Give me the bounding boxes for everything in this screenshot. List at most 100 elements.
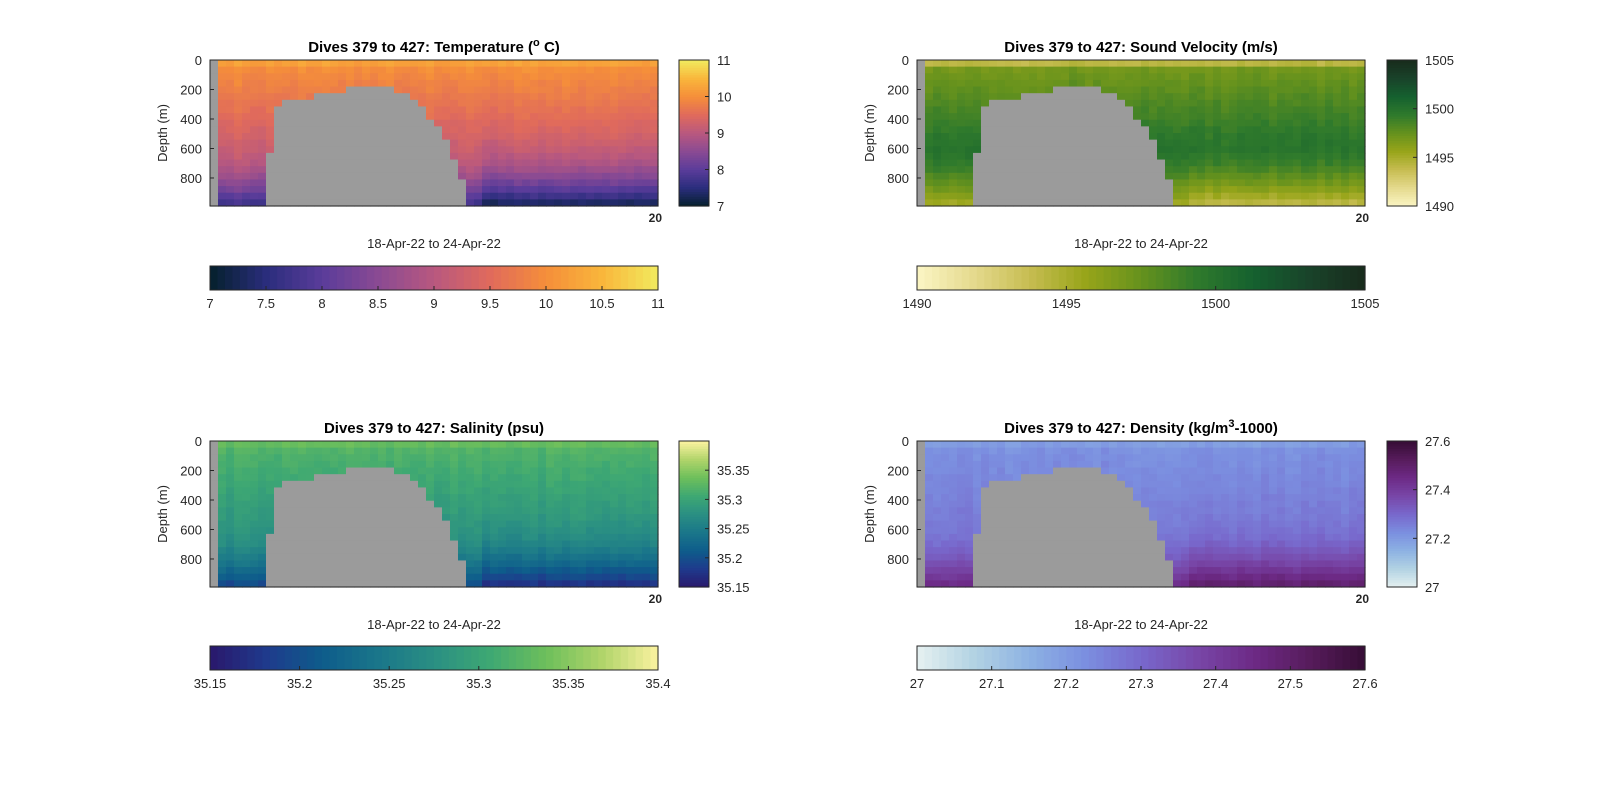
heatmap-cell — [1165, 87, 1174, 94]
heatmap-cell — [1309, 193, 1318, 200]
heatmap-cell — [1021, 521, 1030, 528]
heatmap-cell — [562, 87, 571, 94]
heatmap-cell — [1117, 507, 1126, 514]
heatmap-cell — [965, 179, 974, 186]
heatmap-cell — [274, 80, 283, 87]
heatmap-cell — [1333, 106, 1342, 113]
heatmap-cell — [378, 179, 387, 186]
heatmap-cell — [442, 448, 451, 455]
heatmap-cell — [997, 560, 1006, 567]
heatmap-cell — [1037, 454, 1046, 461]
heatmap-cell — [1093, 474, 1102, 481]
heatmap-cell — [242, 67, 251, 74]
heatmap-cell — [1141, 507, 1150, 514]
heatmap-cell — [546, 574, 555, 581]
heatmap-cell — [322, 527, 331, 534]
heatmap-cell — [1005, 140, 1014, 147]
heatmap-cell — [1013, 87, 1022, 94]
heatmap-cell — [314, 140, 323, 147]
heatmap-cell — [562, 73, 571, 80]
heatmap-cell — [1141, 527, 1150, 534]
heatmap-cell — [1245, 186, 1254, 193]
heatmap-cell — [522, 560, 531, 567]
heatmap-cell — [626, 527, 635, 534]
heatmap-cell — [570, 441, 579, 448]
heatmap-cell — [378, 140, 387, 147]
heatmap-cell — [634, 487, 643, 494]
heatmap-cell — [1005, 100, 1014, 107]
heatmap-cell — [1205, 454, 1214, 461]
heatmap-cell — [290, 179, 299, 186]
heatmap-cell — [562, 146, 571, 153]
heatmap-cell — [602, 126, 611, 133]
heatmap-cell — [498, 126, 507, 133]
heatmap-cell — [650, 501, 659, 508]
heatmap-cell — [290, 87, 299, 94]
heatmap-cell — [626, 541, 635, 548]
heatmap-cell — [338, 567, 347, 574]
colorbar-tick-label: 35.3 — [717, 492, 742, 507]
heatmap-cell — [314, 113, 323, 120]
heatmap-cell — [562, 193, 571, 200]
heatmap-cell — [522, 120, 531, 127]
heatmap-cell — [554, 93, 563, 100]
heatmap-cell — [973, 73, 982, 80]
heatmap-cell — [474, 93, 483, 100]
heatmap-cell — [1173, 153, 1182, 160]
heatmap-cell — [498, 87, 507, 94]
heatmap-cell — [282, 67, 291, 74]
heatmap-cell — [370, 468, 379, 475]
heatmap-cell — [1037, 574, 1046, 581]
heatmap-cell — [1077, 474, 1086, 481]
heatmap-cell — [346, 567, 355, 574]
colorbar-segment — [598, 646, 606, 670]
heatmap-cell — [530, 133, 539, 140]
heatmap-cell — [1021, 534, 1030, 541]
heatmap-cell — [1077, 60, 1086, 67]
heatmap-cell — [394, 454, 403, 461]
heatmap-cell — [981, 120, 990, 127]
heatmap-cell — [1213, 146, 1222, 153]
heatmap-cell — [1125, 487, 1134, 494]
heatmap-cell — [1125, 534, 1134, 541]
heatmap-cell — [514, 481, 523, 488]
heatmap-cell — [346, 106, 355, 113]
heatmap-cell — [242, 146, 251, 153]
heatmap-cell — [1309, 173, 1318, 180]
heatmap-cell — [1141, 494, 1150, 501]
heatmap-cell — [1341, 106, 1350, 113]
heatmap-cell — [1173, 160, 1182, 167]
heatmap-cell — [997, 60, 1006, 67]
heatmap-cell — [1261, 73, 1270, 80]
heatmap-cell — [218, 126, 227, 133]
heatmap-cell — [394, 487, 403, 494]
colorbar-segment — [329, 646, 337, 670]
heatmap-cell — [450, 80, 459, 87]
heatmap-cell — [322, 113, 331, 120]
heatmap-cell — [1085, 186, 1094, 193]
heatmap-cell — [250, 73, 259, 80]
heatmap-cell — [578, 173, 587, 180]
heatmap-cell — [1037, 106, 1046, 113]
heatmap-cell — [949, 501, 958, 508]
heatmap-cell — [1253, 60, 1262, 67]
heatmap-cell — [1021, 133, 1030, 140]
heatmap-cell — [1085, 67, 1094, 74]
heatmap-cell — [1085, 567, 1094, 574]
heatmap-cell — [610, 179, 619, 186]
heatmap-cell — [1157, 468, 1166, 475]
colorbar-tick-label: 11 — [717, 53, 731, 68]
heatmap-cell — [949, 166, 958, 173]
heatmap-cell — [1237, 193, 1246, 200]
colorbar-segment — [486, 646, 494, 670]
heatmap-cell — [1117, 106, 1126, 113]
heatmap-cell — [1181, 454, 1190, 461]
heatmap-cell — [418, 193, 427, 200]
heatmap-cell — [1117, 179, 1126, 186]
heatmap-cell — [1325, 73, 1334, 80]
heatmap-cell — [1037, 146, 1046, 153]
heatmap-cell — [434, 481, 443, 488]
heatmap-cell — [973, 547, 982, 554]
heatmap-cell — [226, 481, 235, 488]
heatmap-cell — [362, 534, 371, 541]
